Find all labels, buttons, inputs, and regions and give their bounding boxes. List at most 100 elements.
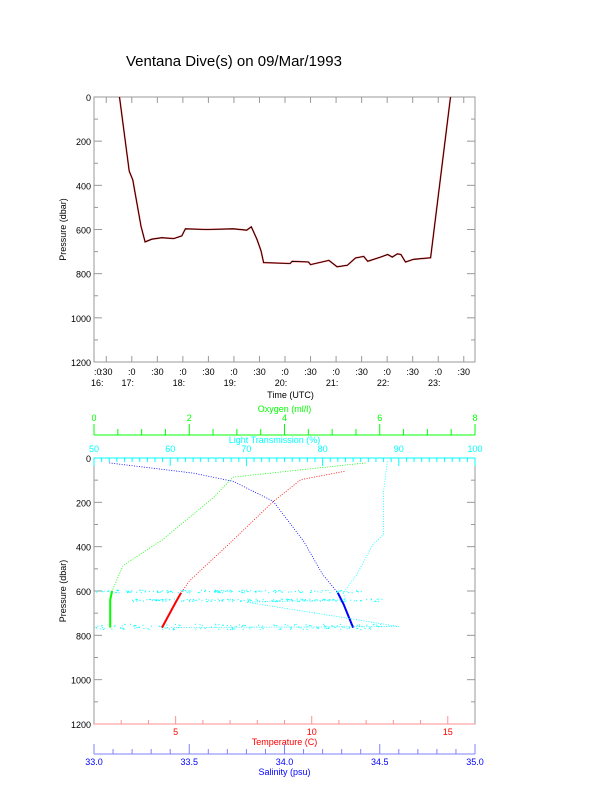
- light-scatter-point: [189, 592, 191, 594]
- oxygen-tick-label: 8: [472, 413, 477, 423]
- light-scatter-point: [287, 591, 289, 593]
- light-scatter-point: [192, 600, 194, 602]
- light-scatter-point: [325, 626, 327, 628]
- light-scatter-point: [166, 624, 168, 626]
- light-scatter-point: [156, 599, 158, 601]
- light-scatter-point: [227, 598, 229, 600]
- light-scatter-point: [185, 590, 187, 592]
- light-scatter-point: [136, 591, 138, 593]
- light-scatter-point: [242, 625, 244, 627]
- light-scatter-point: [190, 590, 192, 592]
- light-scatter-point: [165, 627, 167, 629]
- light-scatter-point: [214, 591, 216, 593]
- light-scatter-point: [244, 590, 246, 592]
- light-scatter-point: [241, 590, 243, 592]
- light-scatter-point: [206, 601, 208, 603]
- light-scatter-point: [317, 628, 319, 630]
- light-scatter-point: [220, 590, 222, 592]
- light-scatter-point: [359, 625, 361, 627]
- light-scatter-point: [133, 625, 135, 627]
- light-scatter-point: [158, 599, 160, 601]
- light-scatter-point: [299, 591, 301, 593]
- light-scatter-point: [336, 591, 338, 593]
- light-scatter-point: [169, 598, 171, 600]
- light-scatter-point: [142, 589, 144, 591]
- light-scatter-point: [312, 627, 314, 629]
- light-scatter-point: [230, 625, 232, 627]
- light-scatter-point: [360, 591, 362, 593]
- light-scatter-point: [246, 589, 248, 591]
- light-scatter-point: [319, 600, 321, 602]
- light-scatter-point: [323, 623, 325, 625]
- light-scatter-point: [148, 598, 150, 600]
- y-axis-title: Pressure (dbar): [58, 198, 68, 261]
- x-tick-label-minute: :30: [458, 367, 471, 377]
- light-scatter-point: [282, 591, 284, 593]
- light-scatter-point: [285, 598, 287, 600]
- light-scatter-point: [215, 624, 217, 626]
- light-scatter-point: [215, 589, 217, 591]
- light-scatter-point: [174, 598, 176, 600]
- light-tick-label: 80: [318, 444, 328, 454]
- light-scatter-point: [100, 590, 102, 592]
- light-scatter-point: [249, 599, 251, 601]
- y-tick-label: 1000: [71, 676, 91, 686]
- light-scatter-point: [314, 599, 316, 601]
- light-scatter-point: [309, 592, 311, 594]
- light-scatter-point: [293, 624, 295, 626]
- salinity-tick-label: 34.0: [276, 757, 294, 767]
- light-scatter-point: [164, 599, 166, 601]
- light-scatter-point: [221, 600, 223, 602]
- light-scatter-point: [197, 592, 199, 594]
- light-scatter-point: [133, 625, 135, 627]
- light-scatter-point: [255, 590, 257, 592]
- temperature-tick-label: 10: [307, 727, 317, 737]
- light-scatter-point: [327, 627, 329, 629]
- light-scatter-point: [360, 599, 362, 601]
- light-scatter-point: [229, 589, 231, 591]
- light-scatter-point: [229, 599, 231, 601]
- light-scatter-point: [299, 600, 301, 602]
- oxygen-profile-line: [109, 462, 366, 628]
- light-scatter-point: [188, 590, 190, 592]
- x-tick-label-hour: 20:: [275, 378, 288, 388]
- light-scatter-point: [337, 590, 339, 592]
- light-scatter-point: [222, 624, 224, 626]
- salinity-profile-line: [109, 462, 354, 628]
- light-scatter-point: [246, 591, 248, 593]
- light-scatter-point: [247, 599, 249, 601]
- y-tick-label: 400: [76, 181, 91, 191]
- light-scatter-point: [237, 599, 239, 601]
- oxygen-tick-label: 0: [91, 413, 96, 423]
- light-tick-label: 70: [241, 444, 251, 454]
- light-scatter-point: [294, 590, 296, 592]
- light-scatter-point: [346, 628, 348, 630]
- light-scatter-point: [357, 591, 359, 593]
- light-scatter-point: [102, 627, 104, 629]
- x-tick-label-minute: :0: [434, 367, 442, 377]
- light-scatter-point: [189, 599, 191, 601]
- light-scatter-point: [200, 628, 202, 630]
- light-scatter-point: [364, 627, 366, 629]
- light-scatter-point: [227, 628, 229, 630]
- light-scatter-point: [172, 591, 174, 593]
- light-scatter-point: [259, 628, 261, 630]
- light-scatter-point: [151, 600, 153, 602]
- light-scatter-point: [158, 625, 160, 627]
- light-scatter-point: [117, 590, 119, 592]
- light-scatter-point: [361, 625, 363, 627]
- light-scatter-point: [378, 598, 380, 600]
- light-scatter-point: [335, 600, 337, 602]
- light-scatter-point: [194, 599, 196, 601]
- light-scatter-point: [340, 601, 342, 603]
- light-scatter-point: [249, 628, 251, 630]
- light-scatter-point: [343, 598, 345, 600]
- light-scatter-point: [142, 600, 144, 602]
- salinity-tick-label: 35.0: [466, 757, 484, 767]
- light-scatter-point: [222, 624, 224, 626]
- light-scatter-point: [258, 590, 260, 592]
- light-scatter-point: [343, 601, 345, 603]
- light-scatter-point: [107, 590, 109, 592]
- light-scatter-point: [162, 599, 164, 601]
